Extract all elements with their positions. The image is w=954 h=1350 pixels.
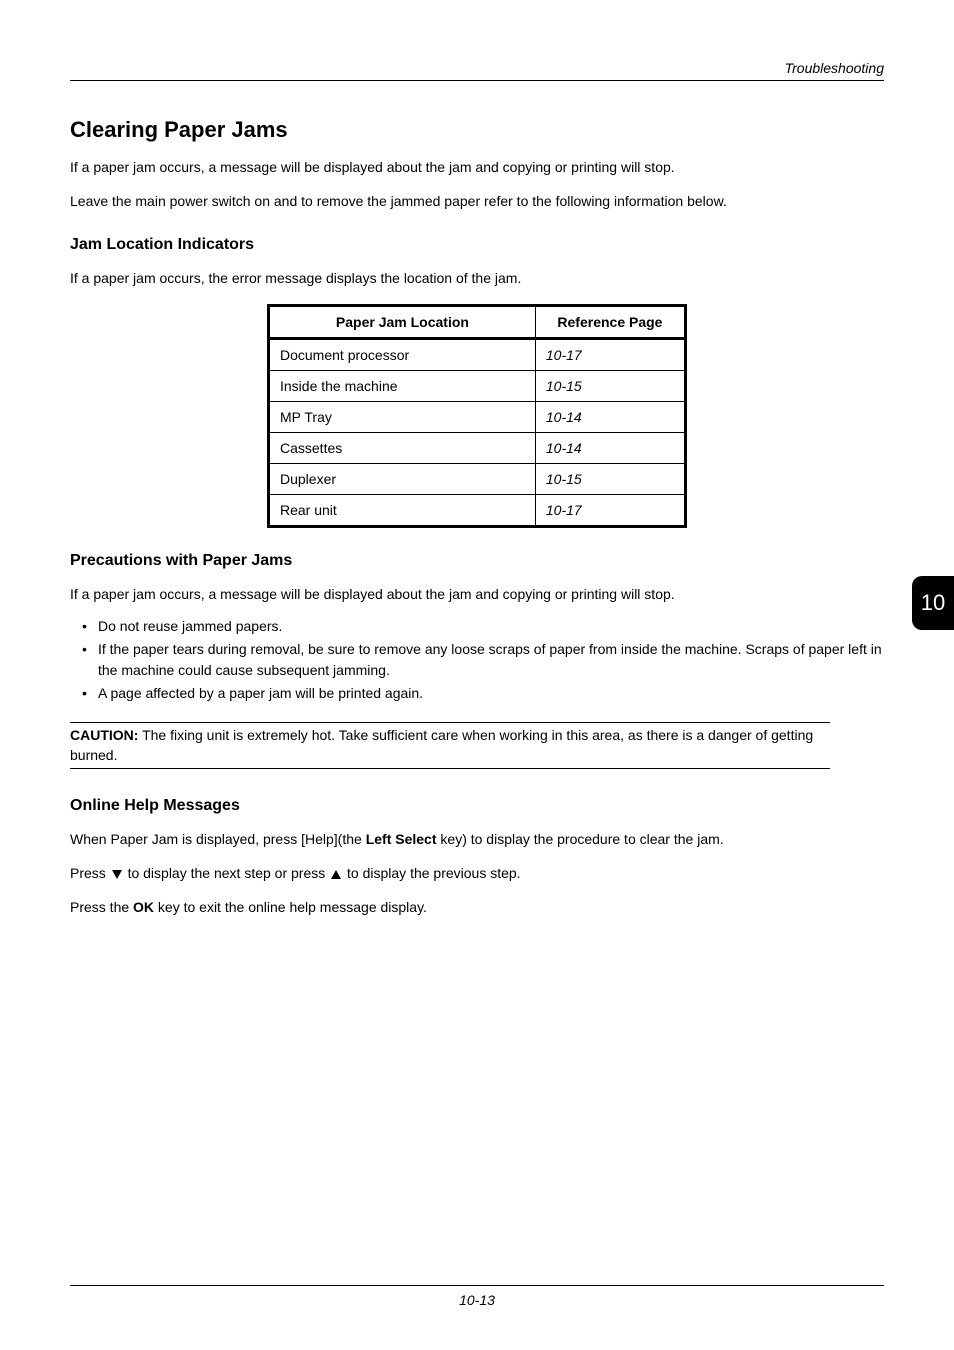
table-row: Cassettes 10-14 [269,432,686,463]
online-help-p1: When Paper Jam is displayed, press [Help… [70,829,884,849]
text-span: When Paper Jam is displayed, press [Help… [70,831,366,847]
precautions-list: Do not reuse jammed papers. If the paper… [70,616,884,704]
footer-rule [70,1285,884,1286]
online-help-p2: Press to display the next step or press … [70,863,884,883]
caution-bottom-rule [70,768,830,769]
page-footer: 10-13 [70,1285,884,1308]
table-cell-ref: 10-15 [535,463,685,494]
table-row: Rear unit 10-17 [269,494,686,526]
text-span: key to exit the online help message disp… [154,899,427,915]
table-cell-loc: MP Tray [269,401,536,432]
triangle-down-icon [112,870,122,879]
table-row: Inside the machine 10-15 [269,370,686,401]
table-row: Document processor 10-17 [269,338,686,370]
text-span: to display the next step or press [124,865,329,881]
table-cell-ref: 10-15 [535,370,685,401]
caution-text: CAUTION: The fixing unit is extremely ho… [70,723,840,768]
table-cell-ref: 10-17 [535,494,685,526]
section-online-help-head: Online Help Messages [70,797,884,815]
table-col1-head: Paper Jam Location [269,305,536,338]
text-span: Press the [70,899,133,915]
section-precautions-head: Precautions with Paper Jams [70,552,884,570]
table-col2-head: Reference Page [535,305,685,338]
header-rule [70,80,884,81]
running-header: Troubleshooting [70,60,884,76]
table-cell-loc: Inside the machine [269,370,536,401]
page-number: 10-13 [70,1292,884,1308]
table-cell-loc: Document processor [269,338,536,370]
caution-label: CAUTION: [70,727,138,743]
table-cell-loc: Duplexer [269,463,536,494]
jam-table-wrap: Paper Jam Location Reference Page Docume… [267,304,687,528]
online-help-p3: Press the OK key to exit the online help… [70,897,884,917]
page-title: Clearing Paper Jams [70,117,884,143]
table-cell-loc: Cassettes [269,432,536,463]
caution-body: The fixing unit is extremely hot. Take s… [70,727,813,763]
table-row: MP Tray 10-14 [269,401,686,432]
table-cell-ref: 10-14 [535,432,685,463]
intro-paragraph-1: If a paper jam occurs, a message will be… [70,157,884,177]
chapter-tab: 10 [912,576,954,630]
caution-block: CAUTION: The fixing unit is extremely ho… [70,722,884,769]
ok-key-label: OK [133,899,154,915]
section-jam-location-head: Jam Location Indicators [70,236,884,254]
text-span: key) to display the procedure to clear t… [437,831,724,847]
list-item: If the paper tears during removal, be su… [98,639,884,681]
triangle-up-icon [331,870,341,879]
table-cell-ref: 10-14 [535,401,685,432]
left-select-label: Left Select [366,831,437,847]
text-span: to display the previous step. [343,865,520,881]
intro-paragraph-2: Leave the main power switch on and to re… [70,191,884,211]
list-item: A page affected by a paper jam will be p… [98,683,884,704]
table-header-row: Paper Jam Location Reference Page [269,305,686,338]
list-item: Do not reuse jammed papers. [98,616,884,637]
table-cell-loc: Rear unit [269,494,536,526]
section-precautions-body: If a paper jam occurs, a message will be… [70,584,884,604]
jam-location-table: Paper Jam Location Reference Page Docume… [267,304,687,528]
table-cell-ref: 10-17 [535,338,685,370]
table-row: Duplexer 10-15 [269,463,686,494]
section-jam-location-body: If a paper jam occurs, the error message… [70,268,884,288]
text-span: Press [70,865,110,881]
